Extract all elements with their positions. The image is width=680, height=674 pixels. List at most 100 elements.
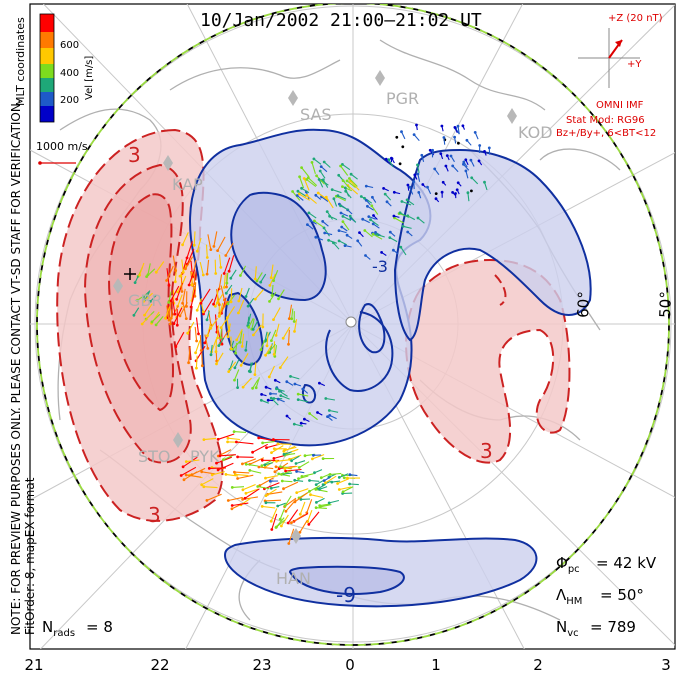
velocity-vector: [261, 460, 272, 467]
velocity-vector: [317, 192, 330, 202]
velocity-vector: [226, 317, 230, 331]
velocity-vector: [210, 344, 213, 355]
radar-label-pgr: PGR: [386, 89, 419, 108]
velocity-vector: [413, 181, 415, 190]
velocity-vector: [391, 158, 395, 164]
velocity-vector: [223, 257, 231, 274]
velocity-vector: [478, 160, 483, 166]
velocity-vector: [180, 277, 183, 292]
velocity-vector: [457, 126, 460, 134]
velocity-vector: [365, 255, 371, 260]
radar-label-gbr: GBR: [128, 291, 163, 310]
velocity-vector: [342, 180, 351, 190]
velocity-vector: [199, 334, 202, 351]
velocity-vector: [247, 313, 252, 324]
velocity-vector: [279, 356, 289, 368]
velocity-vector: [340, 165, 349, 176]
vector-origin: [205, 256, 209, 259]
velocity-vector: [341, 226, 348, 232]
velocity-vector: [168, 291, 172, 303]
velocity-vector: [470, 159, 475, 167]
velocity-vector: [304, 418, 310, 422]
velocity-vector: [342, 163, 351, 171]
velocity-vector: [252, 320, 259, 330]
velocity-vector: [381, 251, 387, 256]
velocity-vector: [349, 483, 359, 486]
velocity-vector: [329, 414, 337, 420]
velocity-vector: [283, 481, 299, 490]
velocity-vector: [296, 195, 304, 201]
velocity-vector: [321, 472, 332, 479]
velocity-vector: [440, 153, 444, 160]
velocity-vector: [186, 474, 201, 478]
velocity-vector: [238, 287, 243, 302]
velocity-vector: [359, 232, 364, 238]
velocity-vector: [133, 307, 140, 316]
velocity-vector: [312, 454, 325, 460]
contour-label-neg-bottom: -9: [336, 583, 356, 607]
velocity-vector: [291, 308, 294, 319]
velocity-vector: [308, 511, 320, 525]
velocity-vector: [357, 240, 363, 247]
velocity-vector: [255, 377, 260, 388]
velocity-vector: [294, 383, 302, 387]
velocity-vector: [254, 362, 257, 375]
velocity-vector: [171, 296, 176, 315]
velocity-vector: [331, 480, 341, 483]
velocity-vector: [283, 451, 292, 455]
velocity-vector: [234, 431, 247, 433]
velocity-vector: [245, 287, 250, 297]
velocity-vector: [349, 178, 358, 187]
vector-origin: [214, 272, 218, 275]
velocity-vector: [210, 338, 217, 353]
velocity-vector: [328, 239, 337, 244]
velocity-vector: [401, 131, 406, 140]
scale-label: 1000 m/s: [36, 140, 88, 153]
velocity-vector: [342, 221, 350, 231]
velocity-vector: [188, 269, 195, 286]
velocity-vector: [182, 288, 186, 304]
mlt-label-22: 22: [150, 656, 169, 674]
velocity-vector: [229, 360, 234, 370]
vector-origin: [217, 303, 221, 307]
velocity-vector: [203, 298, 214, 315]
velocity-vector: [195, 340, 201, 353]
velocity-vector: [329, 472, 342, 476]
coords-label: MLT coordinates: [14, 17, 27, 106]
velocity-vector: [210, 317, 219, 329]
velocity-vector: [310, 494, 324, 499]
velocity-vector: [261, 393, 267, 397]
potential-max-marker: [124, 268, 136, 280]
velocity-vector: [249, 469, 262, 474]
velocity-vector: [265, 475, 278, 479]
velocity-vector: [290, 375, 300, 380]
velocity-vector: [141, 314, 152, 325]
colorbar-tick-600: 600: [60, 40, 79, 51]
velocity-vector: [418, 192, 422, 199]
velocity-vector: [200, 288, 211, 304]
velocity-vector: [296, 470, 305, 474]
velocity-vector: [282, 326, 291, 339]
velocity-vector: [308, 212, 317, 219]
velocity-vector: [206, 259, 210, 275]
velocity-vector: [325, 196, 334, 209]
negative-small-loop-2: [302, 383, 317, 404]
negative-bottom-inner: [288, 565, 405, 595]
velocity-vector: [323, 476, 332, 482]
velocity-vector: [346, 180, 356, 189]
velocity-vector: [372, 233, 383, 240]
velocity-vector: [194, 282, 197, 297]
velocity-vector: [342, 215, 352, 221]
velocity-vector: [301, 473, 314, 477]
lambda-hm-value: = 50°: [600, 586, 644, 604]
velocity-vector: [393, 215, 400, 218]
velocity-vector: [279, 390, 288, 397]
velocity-vector: [252, 379, 259, 389]
velocity-vector: [319, 486, 328, 490]
velocity-vector: [323, 161, 331, 168]
velocity-vector: [307, 510, 313, 522]
velocity-vector: [286, 381, 294, 386]
velocity-vector: [237, 299, 245, 314]
velocity-vector: [177, 294, 183, 307]
